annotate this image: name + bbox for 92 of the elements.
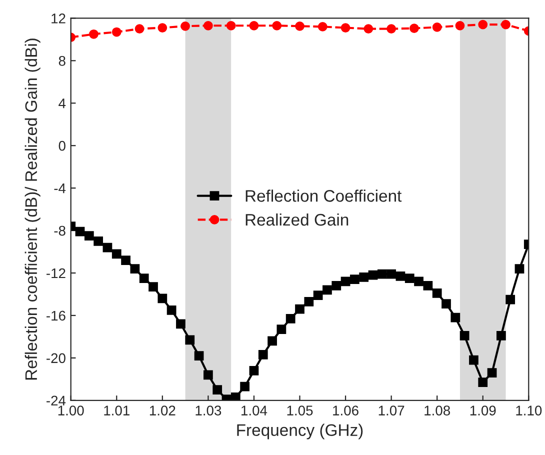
point <box>249 366 259 376</box>
point <box>396 272 406 281</box>
point <box>148 282 158 292</box>
y-tick-label: -12 <box>46 268 66 278</box>
point <box>180 21 190 31</box>
x-tick-label: 1.03 <box>196 406 222 416</box>
point <box>432 22 442 32</box>
point <box>295 21 304 31</box>
y-tick-label: -4 <box>54 184 66 194</box>
point <box>268 336 277 346</box>
y-tick-label: -20 <box>46 353 66 364</box>
x-tick-label: 1.07 <box>378 406 404 416</box>
point <box>455 20 465 30</box>
point <box>487 368 497 378</box>
point <box>322 285 332 295</box>
y-tick-label: 4 <box>58 98 66 108</box>
y-tick-label: 0 <box>58 140 66 151</box>
point <box>432 288 442 298</box>
point <box>450 312 460 322</box>
x-tick-label: 1.00 <box>58 406 84 416</box>
point <box>514 264 524 274</box>
point <box>84 231 94 241</box>
point <box>249 20 259 30</box>
point <box>158 294 168 304</box>
point <box>340 23 350 32</box>
point <box>304 296 314 306</box>
point <box>340 276 350 286</box>
x-axis-title: Frequency (GHz) <box>237 424 363 440</box>
point <box>212 385 222 394</box>
point <box>112 249 122 259</box>
point <box>359 272 369 282</box>
y-tick-label: -8 <box>54 226 66 236</box>
point <box>204 370 213 380</box>
point <box>230 392 240 400</box>
y-tick-label: 8 <box>58 56 66 66</box>
point <box>112 27 122 37</box>
point <box>506 294 516 304</box>
point <box>295 304 304 314</box>
x-tick-label: 1.06 <box>333 406 358 416</box>
point <box>204 20 213 30</box>
x-tick-label: 1.10 <box>516 406 542 416</box>
point <box>442 299 451 308</box>
point <box>272 20 282 30</box>
point <box>286 314 296 324</box>
point <box>176 319 186 329</box>
point <box>469 355 478 365</box>
point <box>258 350 268 360</box>
point <box>386 269 396 279</box>
point <box>158 23 168 32</box>
point <box>423 281 433 290</box>
y-tick-label: -16 <box>46 310 66 321</box>
legend-label: Realized Gain <box>246 213 348 226</box>
point <box>89 29 98 39</box>
point <box>350 274 360 284</box>
point <box>313 290 323 300</box>
x-tick-label: 1.08 <box>424 406 450 416</box>
point <box>130 264 140 274</box>
x-tick-label: 1.04 <box>242 406 268 416</box>
point <box>404 274 414 283</box>
point <box>478 378 488 388</box>
point <box>134 24 144 34</box>
point <box>226 20 236 30</box>
point <box>102 242 112 252</box>
point <box>496 330 506 340</box>
y-tick-label: -24 <box>46 396 66 406</box>
point <box>194 351 204 360</box>
point <box>368 270 378 280</box>
point <box>166 305 176 315</box>
point <box>414 276 424 286</box>
y-axis-title: Reflection coefficient (dB)/ Realized Gain (dBi) <box>24 38 40 380</box>
point <box>121 256 130 265</box>
point <box>75 226 85 236</box>
point <box>501 20 510 30</box>
point <box>139 274 149 283</box>
x-tick-label: 1.01 <box>104 406 130 416</box>
point <box>332 281 342 290</box>
point <box>318 22 328 32</box>
y-tick-label: 12 <box>52 14 66 24</box>
legend-label: Reflection Coefficient <box>246 190 402 202</box>
point <box>460 330 470 340</box>
point <box>240 382 250 392</box>
point <box>377 269 387 279</box>
point <box>94 236 104 246</box>
point <box>185 335 195 345</box>
x-tick-label: 1.02 <box>150 406 176 416</box>
point <box>386 24 396 34</box>
point <box>276 324 286 334</box>
x-tick-label: 1.05 <box>287 406 313 416</box>
x-tick-label: 1.09 <box>470 406 496 416</box>
point <box>410 24 419 33</box>
point <box>364 24 374 34</box>
point <box>478 20 488 30</box>
